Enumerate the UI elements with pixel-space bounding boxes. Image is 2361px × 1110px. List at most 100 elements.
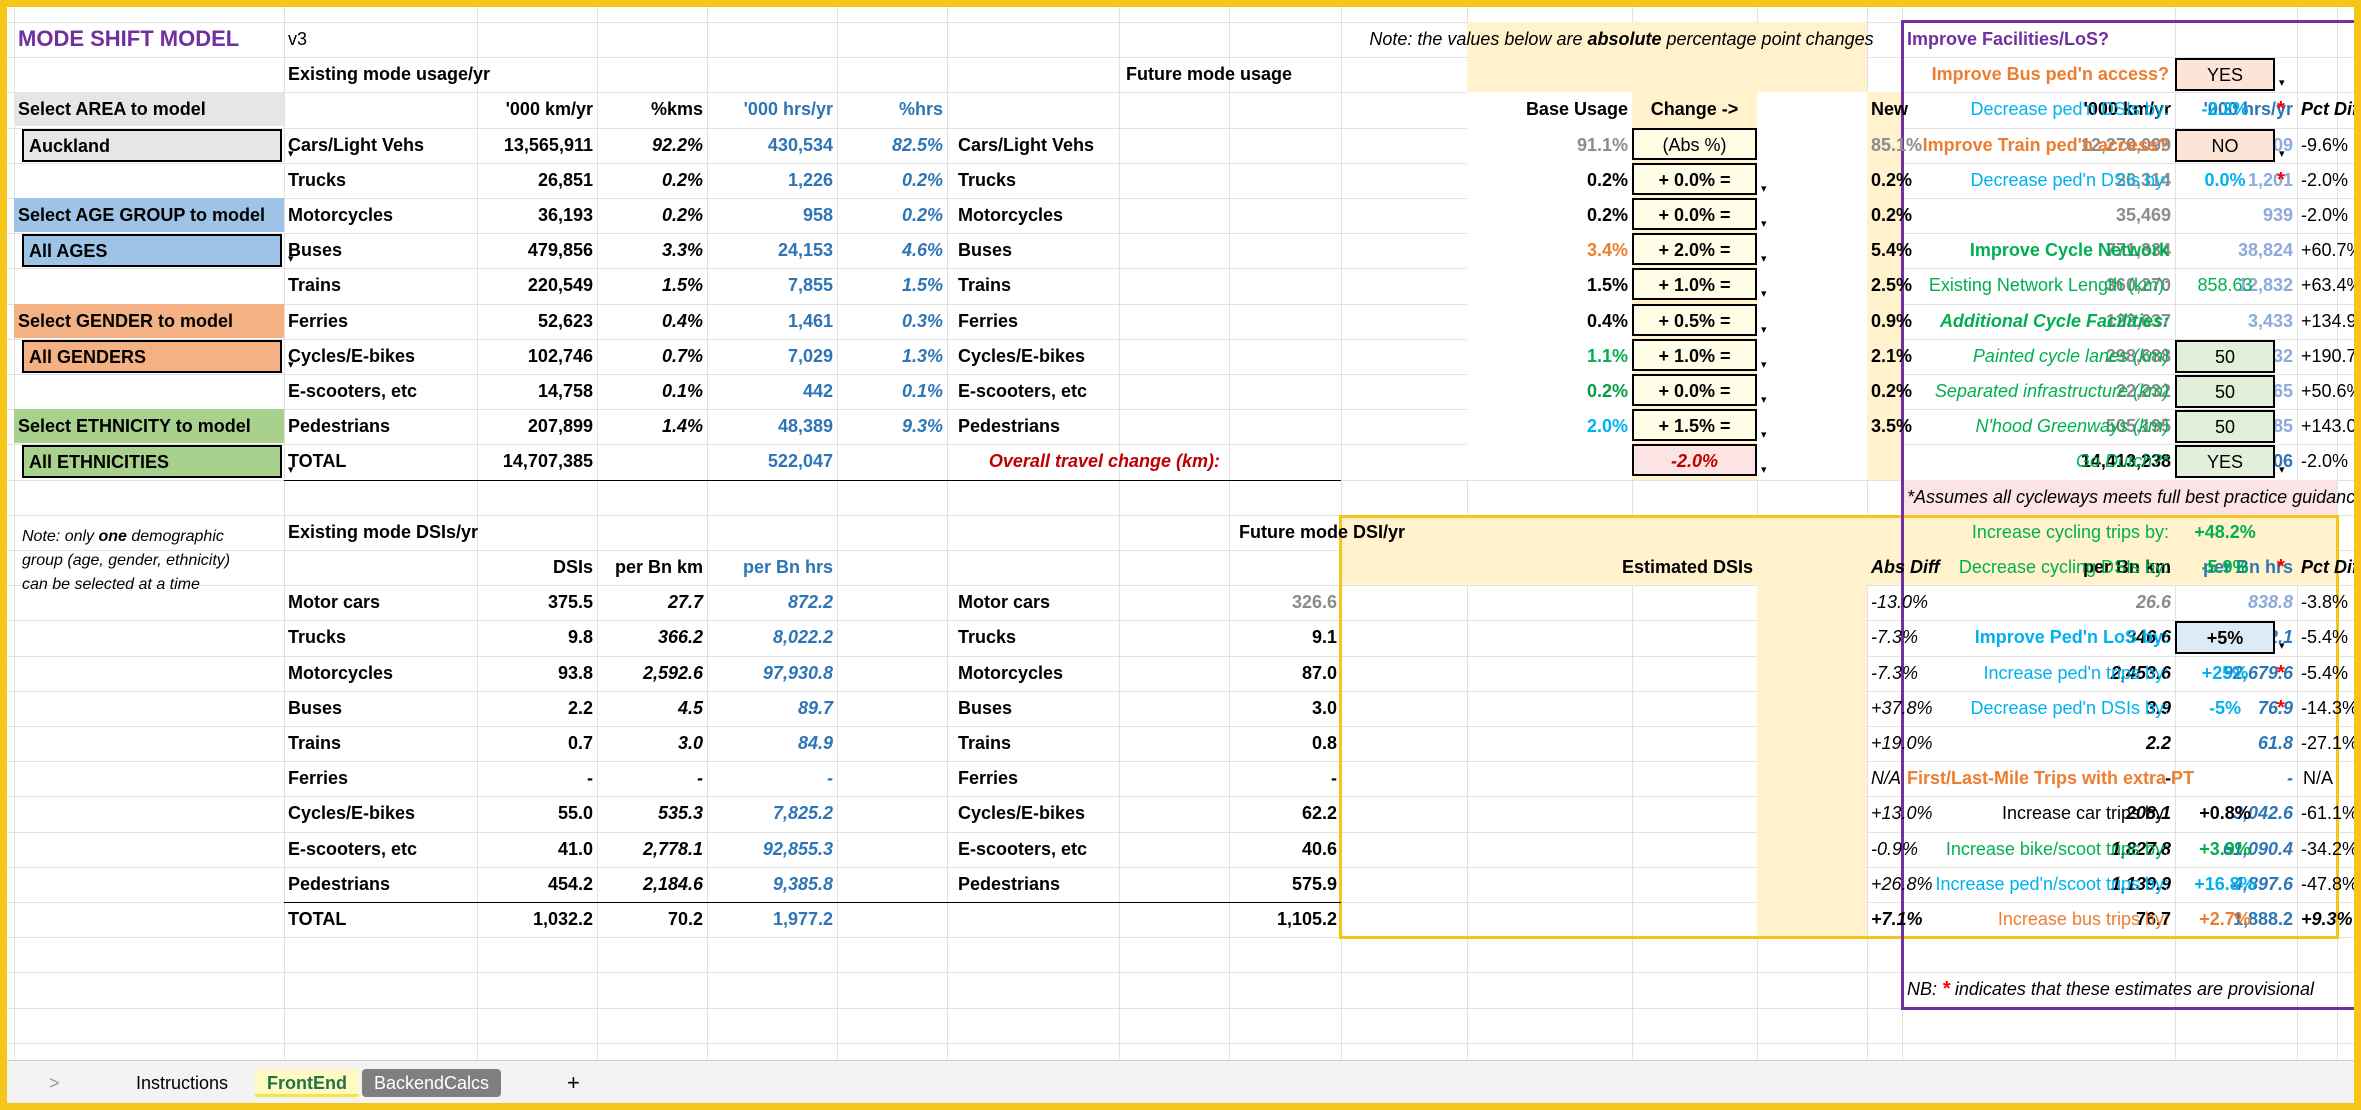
future-hrs-1: 1,201	[2247, 169, 2293, 190]
change-dropdown-2[interactable]: ▾	[1761, 218, 1767, 230]
change-dropdown-8[interactable]: ▾	[1761, 429, 1767, 442]
fdsi-mode-0: Motor cars	[958, 592, 1051, 613]
cycle-header: Improve Cycle Network	[1969, 240, 2169, 261]
gender-select-input[interactable]: All GENDERS	[22, 339, 282, 373]
exist-pkm-3: 3.3%	[661, 240, 703, 261]
future-base-5: 0.4%	[1586, 310, 1628, 331]
existing-col-3: %hrs	[898, 99, 943, 120]
right-panel-outline	[1901, 20, 2354, 1010]
future-col-2: New	[1871, 99, 1909, 120]
bus-access-dropdown[interactable]: ▾	[2279, 77, 2285, 90]
change-dropdown-5[interactable]: ▾	[1761, 323, 1767, 336]
future-total-km: 14,413,238	[2080, 451, 2171, 472]
ped-los-dropdown[interactable]: ▾	[2279, 640, 2285, 653]
bus-access-select[interactable]: YES	[2175, 58, 2275, 92]
future-change-1[interactable]: + 0.0% =	[1632, 162, 1757, 195]
future-hrs-3: 38,824	[2237, 240, 2293, 261]
dsi-km-6: 535.3	[657, 803, 703, 824]
future-change-8[interactable]: + 1.5% =	[1632, 409, 1757, 442]
add-sheet-icon[interactable]: +	[567, 1070, 580, 1095]
future-base-8: 2.0%	[1586, 416, 1628, 437]
fdsi-est-6: 62.2	[1301, 803, 1337, 824]
eth-dropdown-icon[interactable]: ▾	[288, 464, 294, 477]
change-dropdown-3[interactable]: ▾	[1761, 253, 1767, 266]
fdsi-mode-7: E-scooters, etc	[958, 838, 1088, 859]
dsi-val-7: 41.0	[557, 838, 593, 859]
greenways-input[interactable]: 50	[2175, 410, 2275, 444]
future-pct-6: +190.7%	[2301, 345, 2357, 366]
future-change-6[interactable]: + 1.0% =	[1632, 338, 1757, 371]
change-dropdown-7[interactable]: ▾	[1761, 394, 1767, 406]
overall-dropdown[interactable]: ▾	[1761, 464, 1767, 477]
future-pct-7: +50.6%	[2301, 381, 2361, 401]
future-total-pct: -2.0%	[2301, 451, 2349, 472]
dutch-dropdown[interactable]: ▾	[2279, 464, 2285, 477]
fdsi-hrs-3: 76.9	[2257, 697, 2293, 718]
existing-total-hrs: 522,047	[767, 451, 833, 472]
gender-dropdown-icon[interactable]: ▾	[288, 358, 294, 371]
dsi-val-4: 0.7	[567, 733, 593, 753]
train-access-dropdown[interactable]: ▾	[2279, 147, 2285, 160]
overall-change-value[interactable]: -2.0%	[1632, 444, 1757, 477]
exist-km-2: 36,193	[537, 205, 593, 225]
fdsi-abs-8: +26.8%	[1871, 873, 1933, 894]
tab-instructions[interactable]: Instructions	[136, 1073, 229, 1093]
dutch-select[interactable]: YES	[2175, 445, 2275, 479]
future-new-0: 85.1%	[1871, 134, 1923, 155]
exist-pkm-2: 0.2%	[661, 205, 703, 225]
painted-input[interactable]: 50	[2175, 339, 2275, 373]
tab-nav-icon[interactable]: >	[49, 1073, 60, 1093]
change-dropdown-4[interactable]: ▾	[1761, 288, 1767, 301]
fdsi-km-5: -	[2165, 768, 2171, 789]
inc-cycling-label: Increase cycling trips by:	[1971, 521, 2169, 542]
fdsi-est-8: 575.9	[1291, 873, 1337, 894]
future-change-3[interactable]: + 2.0% =	[1632, 233, 1757, 266]
dec-ped-value: -5%	[2208, 697, 2241, 718]
fdsi-col-3: per Bn hrs	[2202, 557, 2293, 577]
future-base-3: 3.4%	[1586, 240, 1628, 261]
dsi-mode-6: Cycles/E-bikes	[288, 803, 416, 824]
change-dropdown-6[interactable]: ▾	[1761, 358, 1767, 371]
area-dropdown-icon[interactable]: ▾	[288, 147, 294, 160]
dsi-col-1: per Bn km	[614, 557, 703, 577]
future-change-4[interactable]: + 1.0% =	[1632, 268, 1757, 301]
future-change-0[interactable]: (Abs %)	[1632, 127, 1757, 160]
dsi-km-8: 2,184.6	[642, 873, 703, 894]
future-change-5[interactable]: + 0.5% =	[1632, 303, 1757, 336]
future-km-7: 22,232	[2115, 381, 2171, 401]
dsi-mode-0: Motor cars	[288, 592, 381, 613]
future-change-7[interactable]: + 0.0% =	[1632, 374, 1757, 406]
exist-km-8: 207,899	[527, 416, 593, 437]
fdsi-pct-4: -27.1%	[2301, 733, 2359, 753]
ped-los-select[interactable]: +5%	[2175, 621, 2275, 655]
eth-select-input[interactable]: All ETHNICITIES	[22, 445, 282, 479]
future-new-1: 0.2%	[1871, 169, 1913, 190]
tab-backendcalcs[interactable]: BackendCalcs	[362, 1069, 502, 1097]
change-dropdown-1[interactable]: ▾	[1761, 182, 1767, 195]
future-change-2[interactable]: + 0.0% =	[1632, 198, 1757, 230]
age-dropdown-icon[interactable]: ▾	[288, 253, 294, 266]
painted-label: Painted cycle lanes (km)	[1972, 345, 2169, 366]
fdsi-mode-4: Trains	[958, 733, 1012, 753]
future-new-8: 3.5%	[1871, 416, 1913, 437]
existing-total-km: 14,707,385	[502, 451, 593, 472]
dutch-label: Go Dutch?*	[2075, 451, 2169, 472]
bus-dec-label: Decrease ped'n DSIs by:	[1970, 99, 2169, 120]
fdsi-total-hrs: 1,888.2	[2232, 909, 2293, 929]
tab-frontend[interactable]: FrontEnd	[255, 1069, 359, 1097]
fdsi-hrs-8: 4,897.6	[2232, 873, 2293, 894]
mode-label-8: Pedestrians	[288, 416, 391, 437]
dsi-col-0: DSIs	[552, 557, 593, 577]
fdsi-pct-3: -14.3%	[2301, 697, 2359, 718]
dsi-hrs-5: -	[827, 768, 833, 789]
fdsi-total-abs: +7.1%	[1871, 909, 1923, 929]
separated-input[interactable]: 50	[2175, 375, 2275, 408]
age-select-input[interactable]: All AGES	[22, 234, 282, 268]
future-mode-label-8: Pedestrians	[958, 416, 1061, 437]
area-select-input[interactable]: Auckland	[22, 128, 282, 162]
exist-phrs-4: 1.5%	[901, 275, 943, 296]
train-dec-value: 0.0%	[2204, 169, 2246, 190]
train-access-select[interactable]: NO	[2175, 128, 2275, 162]
exist-km-4: 220,549	[527, 275, 593, 296]
